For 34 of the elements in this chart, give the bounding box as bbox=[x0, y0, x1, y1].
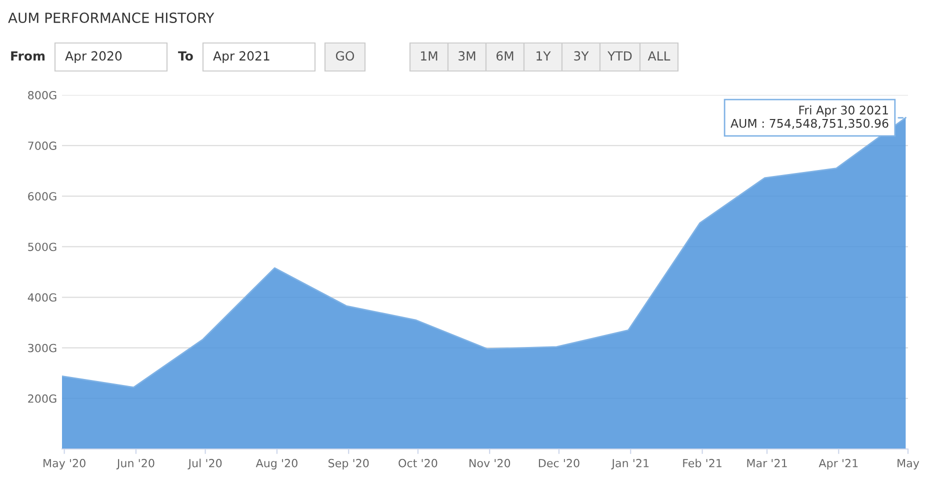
y-tick-label: 300G bbox=[28, 344, 56, 352]
text: To bbox=[178, 51, 193, 61]
x-tick-label: Mar '21 bbox=[747, 458, 787, 468]
text: ALL bbox=[648, 51, 670, 60]
x-tick-label: Sep '20 bbox=[328, 458, 369, 470]
y-tick-label: 200G bbox=[28, 394, 56, 403]
text: 1M bbox=[421, 51, 438, 60]
x-tick-label: May '20 bbox=[44, 458, 86, 470]
y-tick-label: 400G bbox=[28, 293, 56, 302]
text: YTD bbox=[608, 51, 632, 60]
y-tick-label: 500G bbox=[28, 242, 56, 252]
text: From bbox=[11, 51, 45, 61]
x-tick-label: Dec '20 bbox=[538, 458, 580, 468]
x-tick-label: Oct '20 bbox=[398, 458, 438, 468]
y-tick-label: 800G bbox=[28, 90, 56, 100]
x-tick-label: Jun '20 bbox=[116, 458, 154, 470]
text: 3M bbox=[458, 51, 476, 61]
x-tick-label: Apr '21 bbox=[818, 458, 858, 470]
text: Apr 2021 bbox=[213, 51, 270, 64]
x-tick-label: Jul '20 bbox=[188, 458, 222, 470]
chart-title: AUM PERFORMANCE HISTORY bbox=[8, 12, 214, 24]
x-tick-label: Aug '20 bbox=[256, 458, 298, 470]
text: GO bbox=[336, 51, 354, 61]
text: 3Y bbox=[574, 51, 589, 61]
x-tick-label: Nov '20 bbox=[470, 458, 510, 468]
y-tick-label: 700G bbox=[28, 142, 56, 150]
x-tick-label: Feb '21 bbox=[683, 458, 722, 468]
text: Apr 2020 bbox=[65, 51, 122, 64]
annotation: Fri Apr 30 2021 AUM : 754,548,751,350.96 bbox=[730, 105, 888, 129]
x-tick-label: May bbox=[898, 459, 920, 470]
x-tick-label: Jan '21 bbox=[611, 458, 649, 470]
text: 1Y bbox=[536, 51, 551, 60]
y-tick-label: 600G bbox=[28, 192, 56, 201]
text: 6M bbox=[496, 51, 514, 61]
